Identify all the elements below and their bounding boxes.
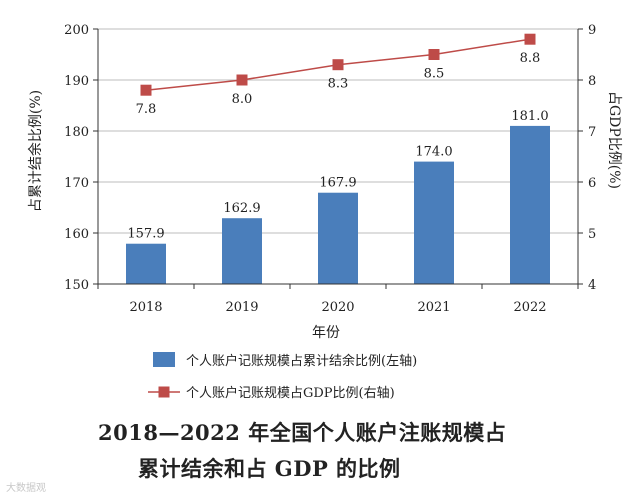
figure-caption-line-1: 2018—2022 年全国个人账户注账规模占 — [98, 420, 507, 445]
bar-series — [126, 125, 550, 285]
line-series — [140, 33, 536, 96]
legend-label-bar: 个人账户记账规模占累计结余比例(左轴) — [186, 353, 417, 369]
chart-canvas: 150 160 170 180 190 200 4 5 6 7 8 9 2018 2019 2020 2021… — [27, 23, 622, 401]
x-tick-label: 2021 — [417, 300, 450, 315]
x-tick-label: 2022 — [513, 300, 546, 315]
x-tick-label: 2018 — [129, 300, 162, 315]
y-tick-label-right: 9 — [588, 23, 596, 38]
line-data-label: 8.0 — [232, 92, 253, 107]
data-labels: 157.9 162.9 167.9 174.0 181.0 7.8 8.0 8.3 8.5 8.8 — [127, 51, 548, 242]
y-tick-label-left: 200 — [64, 23, 89, 38]
line-marker — [428, 49, 440, 60]
line-data-label: 8.3 — [328, 77, 349, 92]
legend-swatch-bar — [153, 352, 175, 367]
axes: 150 160 170 180 190 200 4 5 6 7 8 9 2018 2019 2020 2021… — [64, 23, 596, 315]
x-axis-title: 年份 — [312, 325, 340, 341]
bar — [414, 161, 454, 284]
line-data-label: 7.8 — [136, 102, 157, 117]
y-tick-label-right: 5 — [588, 227, 596, 242]
bar — [318, 192, 358, 284]
y-tick-label-left: 180 — [64, 125, 89, 140]
bar-data-label: 162.9 — [223, 201, 260, 216]
y-tick-label-left: 190 — [64, 74, 89, 89]
bar-data-label: 174.0 — [415, 145, 452, 160]
y-tick-label-left: 170 — [64, 176, 89, 191]
bar-data-label: 181.0 — [511, 109, 548, 124]
x-tick-label: 2020 — [321, 300, 354, 315]
legend-swatch-marker — [158, 386, 170, 398]
y-tick-label-left: 160 — [64, 227, 89, 242]
y-axis-title-right: 占GDP比例(%) — [606, 91, 622, 189]
bar — [510, 125, 550, 285]
y-tick-label-right: 7 — [588, 125, 596, 140]
line-marker — [332, 59, 344, 71]
bar-data-label: 157.9 — [127, 227, 164, 242]
line-data-label: 8.8 — [520, 51, 541, 66]
figure-caption-line-2: 累计结余和占 GDP 的比例 — [138, 456, 401, 481]
legend: 个人账户记账规模占累计结余比例(左轴) 个人账户记账规模占GDP比例(右轴) — [148, 352, 417, 401]
y-tick-label-right: 8 — [588, 74, 596, 89]
watermark: 大数据观 — [6, 483, 46, 494]
legend-label-line: 个人账户记账规模占GDP比例(右轴) — [186, 385, 395, 401]
line-marker — [140, 84, 152, 96]
y-tick-label-right: 4 — [588, 278, 596, 293]
line-marker — [236, 74, 248, 86]
bar — [222, 218, 262, 284]
y-tick-label-right: 6 — [588, 176, 596, 191]
line-marker — [524, 33, 536, 45]
bar-data-label: 167.9 — [319, 176, 356, 191]
y-tick-label-left: 150 — [64, 278, 89, 293]
line-data-label: 8.5 — [424, 67, 445, 82]
bar — [126, 243, 166, 284]
y-axis-title-left: 占累计结余比例(%) — [27, 90, 44, 212]
x-tick-label: 2019 — [225, 300, 258, 315]
